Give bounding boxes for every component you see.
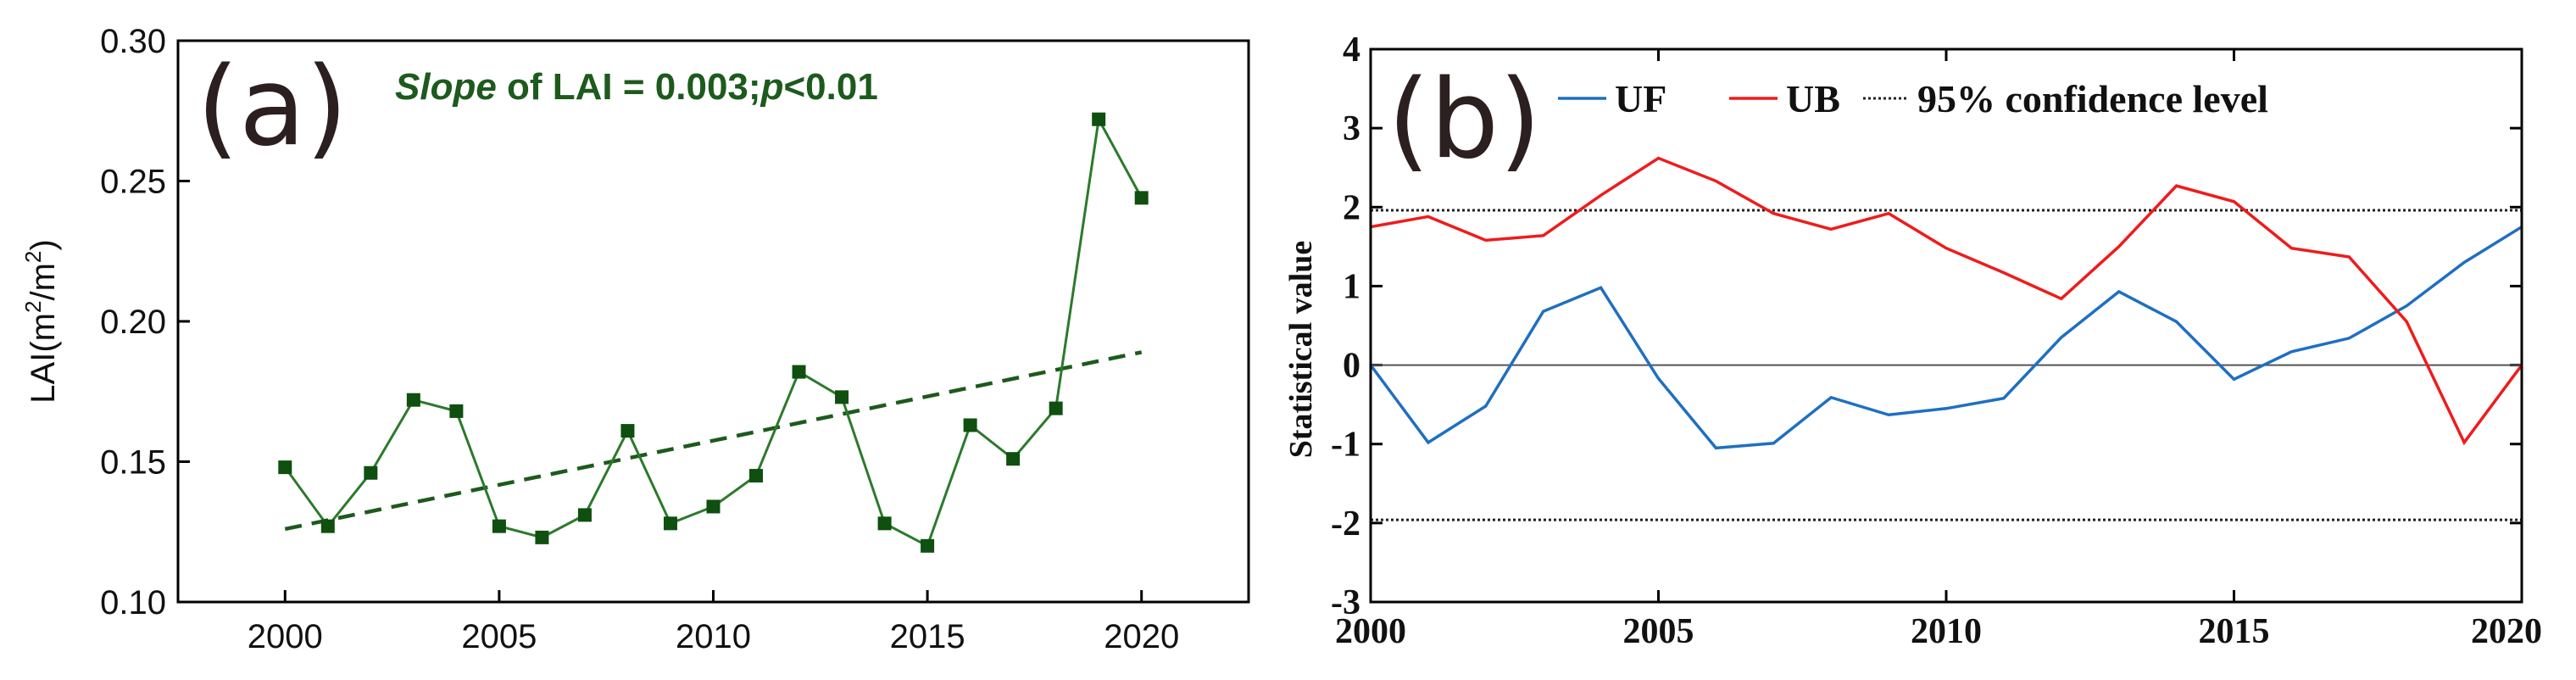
lai-point-2011	[749, 469, 764, 483]
y-tick-label-b: 3	[1343, 109, 1360, 148]
x-tick-label-b: 2005	[1623, 612, 1694, 651]
x-tick-label-a: 2010	[676, 618, 751, 655]
lai-point-2017	[1006, 452, 1021, 466]
slope-annotation: Slope of LAI = 0.003;p<0.01	[395, 66, 878, 108]
slope-word: Slope	[395, 66, 497, 108]
y-tick-label-b: 2	[1343, 188, 1360, 227]
legend-b: UF UB 95% confidence level	[1558, 77, 2268, 120]
lai-points	[278, 112, 1149, 553]
plot-frame-b	[1369, 47, 2523, 604]
x-tick-label-a: 2020	[1104, 618, 1179, 655]
lai-point-2001	[320, 519, 335, 533]
lai-point-2018	[1049, 401, 1063, 415]
lai-point-2007	[577, 508, 592, 522]
y-tick-label-a: 0.30	[100, 23, 166, 60]
lai-point-2009	[663, 516, 677, 531]
lai-point-2013	[835, 390, 849, 404]
lai-point-2000	[278, 460, 292, 475]
x-tick-label-a: 2000	[248, 618, 323, 655]
lai-point-2008	[620, 424, 635, 438]
panel-label-b: (b)	[1388, 57, 1541, 183]
y-tick-label-b: -1	[1331, 426, 1360, 465]
lai-point-2016	[963, 418, 977, 432]
y-tick-label-a: 0.15	[100, 444, 166, 482]
panel-label-a: (a)	[197, 44, 348, 170]
y-axis-ticks-a: 0.10 0.15 0.20 0.25 0.30	[100, 23, 190, 621]
y-tick-label-b: -2	[1331, 504, 1360, 543]
y-axis-label-a: LAI(m2/m2)	[20, 239, 62, 403]
y-tick-label-a: 0.25	[100, 164, 166, 201]
x-tick-label-b: 2020	[2471, 612, 2542, 651]
y-tick-label-b: 4	[1343, 31, 1360, 70]
uf-series-line	[1369, 226, 2523, 450]
lai-point-2010	[706, 499, 721, 514]
y-tick-label-a: 0.20	[100, 304, 166, 341]
y-axis-label-b: Statistical value	[1283, 241, 1319, 458]
lai-point-2012	[792, 365, 806, 379]
lai-point-2014	[877, 516, 892, 531]
panel-a: 0.10 0.15 0.20 0.25 0.30 2000 2005 2010 2015 202…	[20, 23, 1250, 655]
x-tick-label-b: 2000	[1335, 612, 1406, 651]
lai-point-2003	[406, 393, 420, 407]
panel-b: -3 -2 -1 0 1 2 3 4 2000 2005 2010 2015 2020 (b) Sta…	[1283, 31, 2542, 651]
x-tick-label-a: 2005	[461, 618, 537, 655]
lai-point-2015	[921, 538, 935, 553]
x-axis-ticks-a: 2000 2005 2010 2015 2020	[248, 590, 1179, 655]
p-value-text: <0.01	[783, 66, 877, 108]
lai-trend-line	[284, 350, 1143, 532]
ub-series-line	[1370, 156, 2523, 446]
x-tick-label-b: 2015	[2199, 612, 2270, 651]
lai-point-2019	[1092, 112, 1106, 126]
y-tick-label-a: 0.10	[100, 584, 166, 621]
x-tick-label-b: 2010	[1911, 612, 1982, 651]
lai-point-2005	[492, 519, 506, 533]
lai-point-2020	[1134, 191, 1149, 205]
p-word: p	[760, 66, 784, 108]
legend-confidence-label: 95% confidence level	[1917, 77, 2268, 120]
lai-point-2004	[449, 404, 464, 418]
slope-text: of LAI = 0.003;	[497, 66, 761, 108]
y-tick-label-b: 0	[1343, 347, 1360, 386]
lai-point-2006	[535, 530, 549, 544]
x-axis-ticks-b: 2000 2005 2010 2015 2020	[1335, 49, 2542, 651]
lai-point-2002	[364, 465, 378, 480]
lai-series-line	[284, 115, 1143, 548]
legend-uf-label: UF	[1615, 77, 1666, 120]
y-tick-label-b: -3	[1331, 583, 1360, 622]
y-tick-label-b: 1	[1343, 267, 1360, 306]
x-tick-label-a: 2015	[890, 618, 965, 655]
legend-ub-label: UB	[1786, 77, 1840, 120]
